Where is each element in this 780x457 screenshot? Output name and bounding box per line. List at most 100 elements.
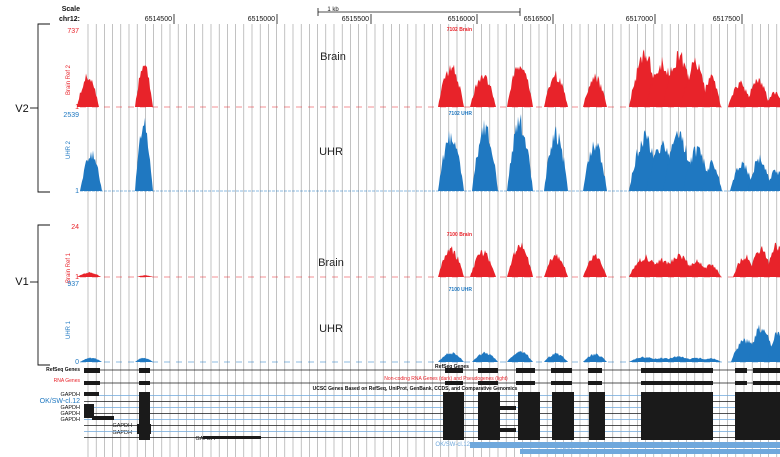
y-min-label: 1 <box>75 104 79 111</box>
exon <box>735 381 747 385</box>
signal-peak <box>77 73 99 107</box>
gene-label-gapdh: GAPDH <box>112 423 132 429</box>
group-label-v1: V1 <box>15 276 28 288</box>
signal-peak <box>702 160 722 191</box>
exon <box>735 368 747 373</box>
exon <box>516 381 535 385</box>
signal-peak <box>749 245 773 277</box>
track-mark-label: 7102 UHR <box>449 111 473 117</box>
exon <box>551 368 572 373</box>
annotation-tracks: RefSeq Genes RefSeq Genes RNA Genes Non-… <box>40 364 780 455</box>
position-label: 6514500 <box>145 16 172 23</box>
gene-models <box>84 368 780 454</box>
exon <box>520 449 780 454</box>
signal-peak <box>748 154 772 191</box>
exon <box>552 392 574 440</box>
exon <box>589 392 605 440</box>
signal-peak <box>507 350 533 362</box>
signal-peak <box>135 357 153 362</box>
position-label: 6516000 <box>448 16 475 23</box>
exon <box>500 406 516 410</box>
signal-peak <box>470 250 496 277</box>
track-mark-label: 7100 UHR <box>449 287 473 293</box>
v1-bracket <box>37 224 50 366</box>
signal-peak <box>766 169 780 191</box>
exon <box>470 442 780 448</box>
signal-peak <box>137 275 153 277</box>
signal-peak <box>746 77 770 107</box>
exon <box>203 436 261 439</box>
y-max-label: 2539 <box>63 112 79 119</box>
exon <box>518 392 540 440</box>
chrom-label: chr12: <box>59 16 80 23</box>
exon <box>92 416 114 420</box>
signal-peak <box>438 352 464 362</box>
scale-bar-label: 1 kb <box>327 7 339 13</box>
signal-peak <box>766 242 780 277</box>
position-label: 6515500 <box>342 16 369 23</box>
exon <box>84 368 100 373</box>
track-side-label: UHR 1 <box>66 320 72 339</box>
signal-peak <box>472 119 498 191</box>
track-mark-label: 7100 Brain <box>447 232 472 238</box>
signal-peak <box>544 126 568 191</box>
signal-peak <box>681 57 709 107</box>
signal-peak <box>507 242 533 277</box>
signal-uhr-2 <box>80 114 780 192</box>
signal-peak <box>507 66 533 107</box>
exon <box>478 381 498 385</box>
track-uhr-1: UHR 1 937 0 UHR 7100 UHR <box>66 281 780 366</box>
okswcl-right-label: OK/SW-cl.12 <box>435 442 470 448</box>
exon <box>139 381 150 385</box>
exon <box>641 381 713 385</box>
exon <box>588 381 602 385</box>
okswcl-label: OK/SW-cl.12 <box>40 398 80 405</box>
signal-peak <box>135 117 153 191</box>
exon <box>478 392 500 440</box>
gene-label-gapdh: GAPDH <box>60 392 80 398</box>
gene-label-gapdh: GAPDH <box>60 405 80 411</box>
track-side-label: Brain Ref 1 <box>66 252 72 283</box>
exon <box>500 428 516 432</box>
position-label: 6517500 <box>713 16 740 23</box>
signal-peak <box>765 91 780 107</box>
signal-peak <box>438 64 464 107</box>
signal-peak <box>80 150 102 191</box>
group-label-v2: V2 <box>15 103 28 115</box>
signal-peak <box>135 65 153 107</box>
gene-label-gapdh: GAPDH <box>112 430 132 436</box>
exon <box>445 381 463 385</box>
signal-peak <box>701 264 721 277</box>
position-label: 6515000 <box>248 16 275 23</box>
track-center-label: Brain <box>318 257 344 269</box>
exon <box>84 404 94 418</box>
signal-peak <box>583 254 607 277</box>
exon <box>84 381 100 385</box>
signal-peak <box>701 74 721 107</box>
track-mark-label: 7102 Brain <box>447 27 472 33</box>
signal-peak <box>470 74 496 107</box>
rna-genes-label: RNA Genes <box>54 378 81 384</box>
position-label: 6517000 <box>626 16 653 23</box>
group-brackets: V2 V1 <box>15 23 50 366</box>
refseq-genes-label: RefSeq Genes <box>46 367 80 373</box>
exon <box>516 368 535 373</box>
track-center-label: Brain <box>320 51 346 63</box>
noncoding-genes-title: Non-coding RNA Genes (dark) and Pseudoge… <box>384 376 508 382</box>
signal-peak <box>663 253 695 277</box>
exon <box>753 381 780 385</box>
track-uhr-2: UHR 2 2539 1 UHR 7102 UHR <box>63 111 780 195</box>
refseq-genes-title: RefSeq Genes <box>435 364 469 370</box>
signal-uhr-1 <box>80 324 780 363</box>
signal-peak <box>583 353 607 362</box>
exon <box>753 368 780 373</box>
signal-peak <box>683 145 711 191</box>
exon <box>735 392 780 440</box>
y-min-label: 0 <box>75 359 79 366</box>
signal-peak <box>583 141 607 191</box>
track-side-label: Brain Ref 2 <box>66 64 72 95</box>
signal-peak <box>544 253 568 277</box>
exon <box>137 424 151 434</box>
track-center-label: UHR <box>319 146 343 158</box>
signal-brain-ref-1 <box>77 242 780 278</box>
